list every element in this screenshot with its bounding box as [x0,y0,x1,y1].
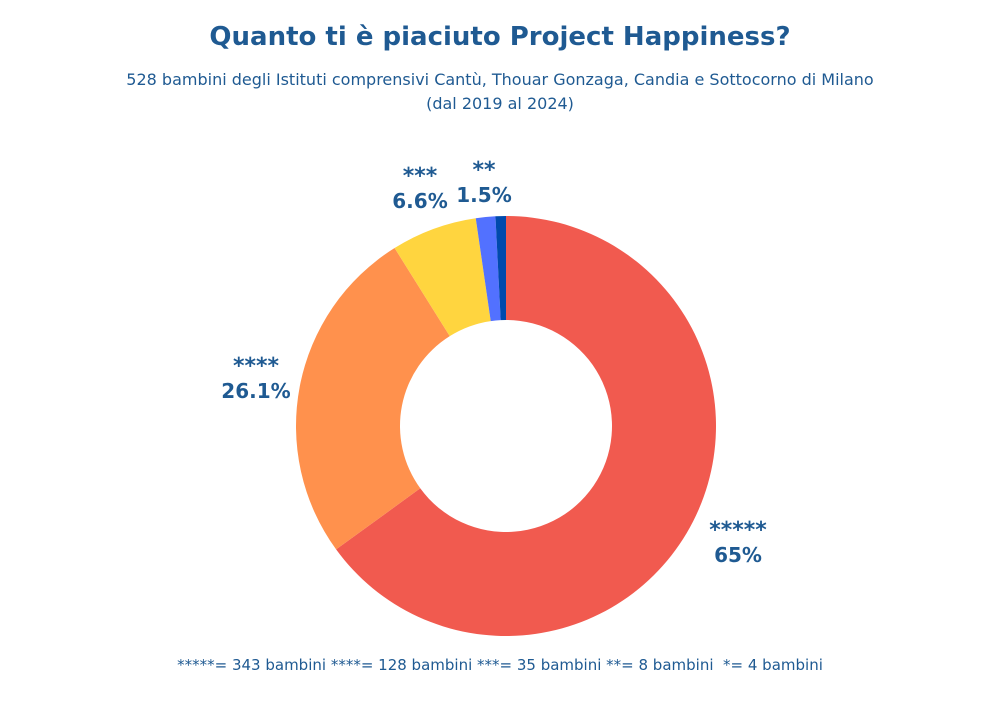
chart-subtitle: 528 bambini degli Istituti comprensivi C… [0,68,1000,116]
subtitle-line-2: (dal 2019 al 2024) [426,94,574,113]
slice-label-percent: 1.5% [456,183,512,207]
slice-2-stars [475,216,501,322]
slice-label-stars: **** [232,354,280,379]
slice-4-stars [296,247,450,550]
slice-label-3-stars: *** 6.6% [378,166,462,214]
slice-1-star [495,216,506,321]
slice-label-stars: *** [402,164,438,189]
slice-3-stars [394,218,491,337]
slice-5-stars [336,216,716,636]
subtitle-line-1: 528 bambini degli Istituti comprensivi C… [126,70,874,89]
slice-label-stars: ** [472,158,496,183]
slice-label-stars: ***** [709,518,767,543]
slice-label-4-stars: **** 26.1% [214,356,298,404]
slice-label-percent: 6.6% [392,189,448,213]
slice-label-percent: 65% [714,543,762,567]
slice-label-percent: 26.1% [221,379,291,403]
chart-title: Quanto ti è piaciuto Project Happiness? [209,22,791,52]
slice-label-5-stars: ***** 65% [696,520,780,568]
legend-footer: *****= 343 bambini ****= 128 bambini ***… [177,656,823,674]
slice-label-2-stars: ** 1.5% [442,160,526,208]
